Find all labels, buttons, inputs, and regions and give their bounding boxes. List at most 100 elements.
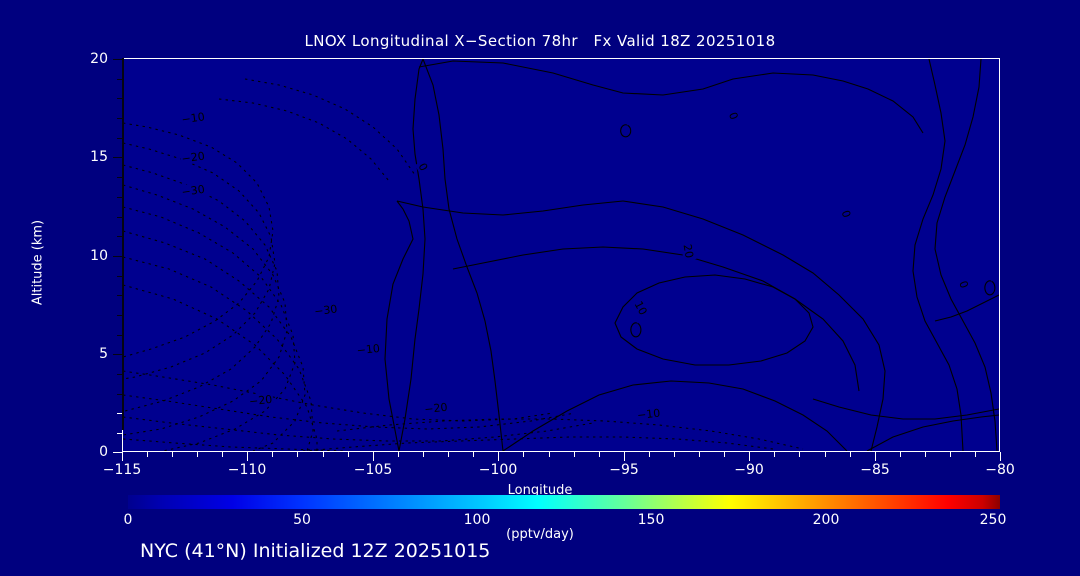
- y-tick-major: [113, 452, 122, 453]
- contour-label: 0: [725, 108, 742, 124]
- x-tick-label: −85: [860, 462, 890, 478]
- x-tick-minor: [900, 452, 901, 457]
- x-tick-major: [247, 452, 248, 461]
- svg-text:−30: −30: [313, 303, 338, 319]
- x-tick-label: −100: [478, 462, 518, 478]
- contour-label: −30: [312, 301, 339, 319]
- svg-text:−20: −20: [248, 393, 272, 408]
- y-tick-minor: [117, 79, 122, 80]
- x-tick-major: [373, 452, 374, 461]
- colorbar-tick-label: 250: [979, 512, 1007, 528]
- y-tick-minor: [117, 295, 122, 296]
- y-tick-label: 20: [90, 51, 108, 67]
- svg-text:0: 0: [839, 209, 854, 220]
- y-tick-minor: [117, 98, 122, 99]
- x-tick-label: −95: [609, 462, 639, 478]
- y-tick-minor: [117, 394, 122, 395]
- contour-label: −20: [422, 400, 449, 416]
- x-tick-minor: [724, 452, 725, 457]
- y-tick-minor: [117, 433, 122, 434]
- x-tick-label: −115: [102, 462, 142, 478]
- x-tick-minor: [574, 452, 575, 457]
- svg-text:−10: −10: [181, 110, 206, 126]
- contour-label: −30: [179, 182, 207, 199]
- colorbar-gradient: [128, 495, 1000, 509]
- x-tick-minor: [523, 452, 524, 457]
- x-tick-minor: [975, 452, 976, 457]
- x-tick-major: [1000, 452, 1001, 461]
- y-tick-minor: [117, 236, 122, 237]
- x-tick-minor: [599, 452, 600, 457]
- colorbar: [128, 495, 1000, 509]
- svg-text:10: 10: [632, 299, 650, 317]
- x-tick-major: [122, 452, 123, 461]
- y-tick-label: 15: [90, 149, 108, 165]
- y-tick-minor: [117, 413, 122, 414]
- x-tick-minor: [197, 452, 198, 457]
- x-tick-minor: [348, 452, 349, 457]
- x-tick-major: [875, 452, 876, 461]
- y-tick-minor: [117, 197, 122, 198]
- y-tick-minor: [117, 335, 122, 336]
- x-tick-minor: [297, 452, 298, 457]
- contour-label: −20: [247, 392, 274, 408]
- svg-text:−10: −10: [356, 342, 380, 357]
- x-tick-minor: [222, 452, 223, 457]
- figure-caption: NYC (41°N) Initialized 12Z 20251015: [140, 540, 491, 562]
- x-tick-minor: [272, 452, 273, 457]
- contour-label: 0: [955, 277, 972, 292]
- svg-text:0: 0: [956, 279, 971, 290]
- contour-label: −10: [179, 109, 207, 126]
- y-tick-minor: [117, 276, 122, 277]
- x-tick-minor: [147, 452, 148, 457]
- x-tick-major: [624, 452, 625, 461]
- y-tick-minor: [117, 177, 122, 178]
- y-tick-minor: [117, 315, 122, 316]
- colorbar-tick-label: 200: [812, 512, 840, 528]
- x-tick-minor: [549, 452, 550, 457]
- contour-label: −10: [635, 405, 662, 422]
- contour-label: −20: [179, 148, 207, 166]
- contour-label: 10: [631, 296, 652, 319]
- x-tick-minor: [398, 452, 399, 457]
- y-tick-minor: [117, 217, 122, 218]
- x-tick-minor: [850, 452, 851, 457]
- y-tick-label: 10: [90, 248, 108, 264]
- x-tick-major: [749, 452, 750, 461]
- contour-label: 0: [838, 206, 855, 222]
- chart-title: LNOX Longitudinal X−Section 78hr Fx Vali…: [304, 32, 776, 50]
- contour-label: 20: [681, 241, 697, 262]
- y-tick-major: [113, 59, 122, 60]
- y-axis-title: Altitude (km): [30, 219, 46, 306]
- y-tick-label: 5: [99, 346, 108, 362]
- y-tick-label: 0: [99, 444, 108, 460]
- colorbar-tick-label: 50: [293, 512, 311, 528]
- x-tick-minor: [423, 452, 424, 457]
- x-axis-title: Longitude: [507, 483, 573, 498]
- x-tick-minor: [925, 452, 926, 457]
- svg-text:−20: −20: [424, 401, 448, 416]
- x-tick-minor: [799, 452, 800, 457]
- x-tick-minor: [473, 452, 474, 457]
- y-tick-major: [113, 256, 122, 257]
- colorbar-tick-label: 0: [123, 512, 133, 528]
- colorbar-units-label: (pptv/day): [506, 527, 574, 542]
- x-tick-minor: [950, 452, 951, 457]
- contour-label: 0: [415, 158, 432, 175]
- x-tick-minor: [172, 452, 173, 457]
- plot-area: −10 −20 −30 −30 −20 −20 −10 −10 10 20 0 0 0 0: [122, 58, 1000, 452]
- x-tick-minor: [323, 452, 324, 457]
- svg-text:−20: −20: [181, 149, 206, 165]
- x-tick-label: −90: [734, 462, 764, 478]
- svg-text:20: 20: [681, 243, 696, 259]
- x-tick-minor: [448, 452, 449, 457]
- y-tick-major: [113, 157, 122, 158]
- svg-text:−30: −30: [181, 183, 206, 199]
- x-tick-minor: [825, 452, 826, 457]
- x-tick-minor: [649, 452, 650, 457]
- x-tick-label: −80: [985, 462, 1015, 478]
- x-tick-major: [498, 452, 499, 461]
- x-tick-minor: [674, 452, 675, 457]
- contour-lines: −10 −20 −30 −30 −20 −20 −10 −10 10 20 0 0 0 0: [123, 59, 999, 451]
